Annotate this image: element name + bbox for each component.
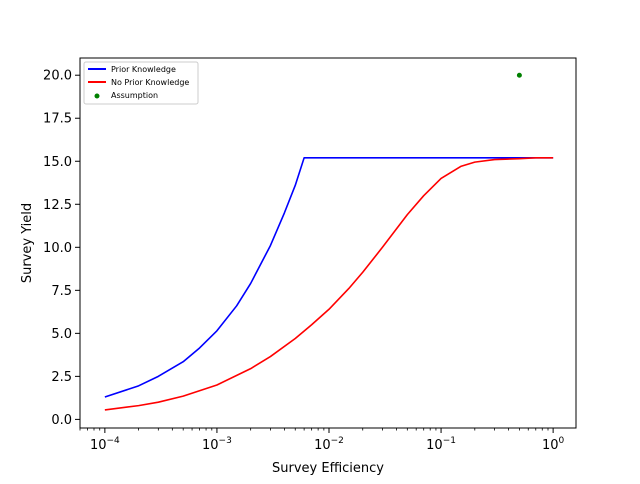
y-tick-label: 0.0: [51, 413, 72, 428]
data-point-assumption: [516, 72, 522, 78]
legend-box: [83, 61, 199, 105]
legend-label-no-prior-knowledge: No Prior Knowledge: [111, 78, 189, 87]
y-tick-label: 10.0: [43, 241, 72, 256]
legend-label-assumption: Assumption: [111, 91, 158, 100]
legend-swatch-assumption: [94, 93, 100, 99]
x-tick-label: 10−2: [314, 436, 344, 453]
y-tick-label: 12.5: [43, 198, 72, 213]
x-tick-label: 10−4: [90, 436, 120, 453]
y-tick-label: 7.5: [51, 284, 72, 299]
series-layer: [104, 72, 554, 411]
y-tick-label: 15.0: [43, 155, 72, 170]
x-tick-label: 10−1: [426, 436, 456, 453]
series-line-prior-knowledge: [104, 157, 554, 398]
series-line-no-prior-knowledge: [104, 157, 554, 411]
y-tick-label: 20.0: [43, 69, 72, 84]
x-tick-label: 100: [542, 436, 565, 453]
plot-area: 10−4 10−3 10−2 10−1 100 0.0 2.5 5.0 7.5 10.0 12.5…: [43, 57, 577, 453]
x-axis-label: Survey Efficiency: [272, 461, 384, 476]
y-axis-ticks: 0.0 2.5 5.0 7.5 10.0 12.5 15.0 17.5 20.0: [43, 69, 80, 428]
y-tick-label: 2.5: [51, 370, 72, 385]
x-axis-ticks: 10−4 10−3 10−2 10−1 100: [79, 428, 565, 453]
y-axis-label: Survey Yield: [20, 203, 35, 283]
y-tick-label: 17.5: [43, 112, 72, 127]
plot-frame: [79, 57, 577, 429]
y-tick-label: 5.0: [51, 327, 72, 342]
legend: Prior Knowledge No Prior Knowledge Assum…: [83, 61, 199, 105]
legend-label-prior-knowledge: Prior Knowledge: [111, 65, 176, 74]
x-tick-label: 10−3: [202, 436, 232, 453]
